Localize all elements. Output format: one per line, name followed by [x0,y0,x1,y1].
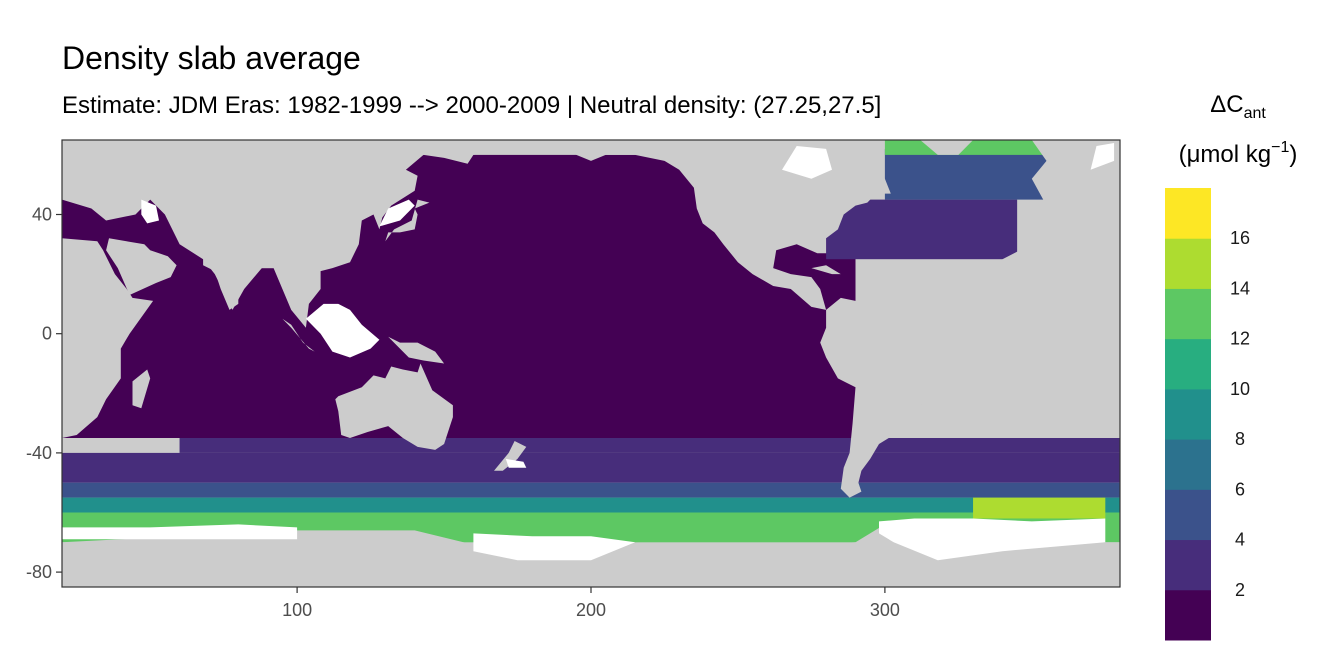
land-arabia [106,238,177,295]
land-india [203,244,274,310]
legend-swatch [1165,288,1211,340]
nodata-nz-shelf [505,458,527,468]
legend-swatch [1165,188,1211,239]
nodata-east-ant [62,524,298,540]
land-japan [385,199,430,242]
nodata-ross [473,533,636,561]
land-north-america [567,140,891,310]
nodata-mask [62,143,1115,561]
land-eurasia-north [62,140,527,328]
x-tick-label: 300 [870,600,900,620]
legend-tick-label: 14 [1230,278,1250,298]
legend-tick-label: 2 [1235,580,1245,600]
x-tick-label: 100 [282,600,312,620]
y-tick-label: -40 [26,443,52,463]
heat-band-3 [62,482,1120,498]
nodata-weddell [879,518,1106,561]
land-africa [62,229,154,438]
chart-subtitle: Estimate: JDM Eras: 1982-1999 --> 2000-2… [62,92,882,119]
legend-swatch [1165,539,1211,591]
land-new-zealand [494,441,527,471]
legend-swatch [1165,489,1211,541]
legend-tick-label: 16 [1230,228,1250,248]
land-australia [335,363,453,450]
legend-tick-label: 8 [1235,429,1245,449]
nodata-caspian [141,199,159,224]
nodata-hudson [782,146,832,179]
legend: ΔCant (μmol kg−1) 2 4 6 8 10 12 14 16 [1165,91,1297,641]
legend-tick-label: 4 [1235,530,1245,550]
legend-tick-label: 6 [1235,479,1245,499]
land-greenland [920,140,974,155]
x-tick-label: 200 [576,600,606,620]
legend-swatch [1165,439,1211,490]
legend-tick-label: 12 [1230,329,1250,349]
legend-tick-label: 10 [1230,379,1250,399]
y-tick-label: 0 [42,324,52,344]
heat-band-9 [973,497,1106,519]
heat-band-4 [62,497,1120,513]
chart-title: Density slab average [62,40,361,76]
legend-title: ΔCant [1210,91,1266,122]
land-madagascar [132,369,151,409]
y-tick-label: -80 [26,562,52,582]
land-south-america [820,297,959,498]
legend-colorbar [1165,188,1211,641]
land-cuba [811,265,841,275]
nodata-se-asia-seas [305,303,380,358]
land-antarctica [62,524,1120,587]
heat-band-6 [826,199,1018,260]
y-tick-label: 40 [32,205,52,225]
legend-tick-labels: 2 4 6 8 10 12 14 16 [1230,228,1250,600]
heat-band-2 [62,452,1120,483]
legend-swatch [1165,338,1211,390]
nodata-japan-sea [379,199,415,227]
legend-units: (μmol kg−1) [1179,139,1298,168]
land-africa-west [1002,226,1120,438]
legend-swatch [1165,388,1211,440]
legend-swatch [1165,238,1211,289]
legend-swatch [1165,589,1211,641]
heat-band-1 [179,438,1120,453]
nodata-baltic [1090,143,1115,170]
land-new-guinea [388,336,445,364]
heat-band-7 [884,148,1047,200]
